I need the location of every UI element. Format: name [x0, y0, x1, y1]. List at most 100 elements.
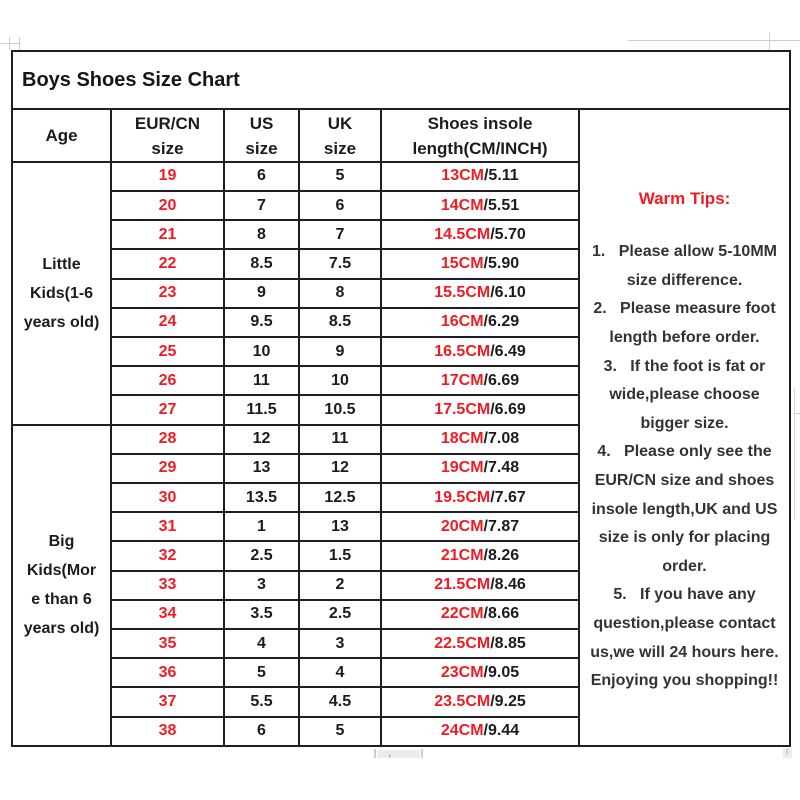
scan-artifact	[421, 749, 423, 758]
eur-size-cell: 22	[110, 248, 225, 280]
insole-cm-value: 16CM	[440, 313, 484, 331]
insole-inch-value: /9.44	[483, 722, 520, 740]
age-group-cell: Little Kids(1-6 years old)	[11, 160, 112, 426]
insole-cm-value: 17CM	[440, 371, 484, 389]
insole-inch-value: /9.05	[483, 663, 520, 681]
warm-tips-panel: Warm Tips: 1. Please allow 5-10MM size di…	[578, 108, 791, 747]
eur-size-cell: 29	[110, 452, 225, 485]
insole-cm-value: 23CM	[440, 663, 484, 681]
warm-tips-line: order.	[662, 557, 707, 575]
table-row: 33 3 2 21.5CM/8.46	[12, 569, 790, 601]
eur-size-cell: 24	[110, 306, 225, 339]
us-size-cell: 2.5	[223, 540, 300, 572]
warm-tips-line: 3. If the foot is fat or	[603, 357, 766, 375]
insole-inch-value: /8.46	[490, 576, 526, 594]
insole-inch-value: /8.26	[483, 547, 520, 565]
page-title: Boys Shoes Size Chart	[11, 49, 791, 111]
insole-length-cell: 17CM/6.69	[380, 365, 580, 397]
uk-size-cell: 7.5	[298, 248, 382, 280]
table-row: Big Kids(Mor e than 6 years old) 28 12 11 18…	[11, 423, 790, 748]
uk-size-cell: 7	[298, 219, 382, 251]
insole-length-cell: 21CM/8.26	[380, 540, 580, 572]
warm-tips-line: Enjoying you shopping!!	[590, 672, 779, 690]
insole-length-cell: 16CM/6.29	[380, 306, 580, 339]
us-size-cell: 5	[223, 657, 300, 689]
scan-artifact	[769, 33, 770, 50]
insole-length-cell: 13CM/5.11	[380, 160, 580, 192]
warm-tips-line: bigger size.	[640, 414, 729, 432]
warm-tips-content: Warm Tips: 1. Please allow 5-10MM size di…	[581, 160, 788, 696]
table-row: Little Kids(1-6 years old) 19 6 5 13CM/5.11	[11, 160, 790, 426]
uk-size-cell: 5	[298, 160, 382, 192]
insole-cm-value: 16.5CM	[434, 342, 491, 360]
col-header-age: Age	[11, 108, 112, 163]
uk-size-cell: 3	[298, 628, 382, 660]
scan-artifact	[377, 750, 420, 758]
insole-cm-value: 14.5CM	[434, 225, 491, 243]
uk-size-cell: 13	[298, 511, 382, 543]
warm-tips-line: 5. If you have any	[613, 586, 756, 604]
scan-artifact	[19, 37, 20, 50]
insole-inch-value: /6.69	[490, 401, 526, 418]
insole-cm-value: 14CM	[440, 196, 484, 214]
insole-inch-value: /6.49	[490, 342, 526, 360]
table-row: 21 8 7 14.5CM/5.70	[12, 219, 790, 251]
uk-size-cell: 8	[298, 277, 382, 309]
insole-cm-value: 19CM	[440, 459, 484, 477]
eur-size-cell: 31	[110, 511, 225, 543]
table-row: 29 13 12 19CM/7.48	[12, 452, 790, 485]
warm-tips-line: EUR/CN size and shoes	[594, 472, 775, 489]
uk-size-cell: 8.5	[298, 306, 382, 339]
us-size-cell: 8.5	[223, 248, 300, 280]
table-row: 38 6 5 24CM/9.44	[12, 715, 790, 748]
table-row: 25 10 9 16.5CM/6.49	[12, 335, 790, 368]
insole-length-cell: 15.5CM/6.10	[380, 277, 580, 309]
uk-size-cell: 2.5	[298, 598, 382, 631]
warm-tips-line: 4. Please only see the	[597, 443, 772, 461]
warm-tips-line: wide,please choose	[609, 386, 760, 404]
col-header-eur-cn-size: EUR/CN size	[110, 108, 225, 163]
age-group-cell: Big Kids(Mor e than 6 years old)	[11, 423, 112, 748]
uk-size-cell: 10	[298, 365, 382, 397]
table-row: 20 7 6 14CM/5.51	[12, 189, 790, 222]
insole-length-cell: 20CM/7.87	[380, 511, 580, 543]
insole-cm-value: 20CM	[440, 517, 484, 535]
insole-length-cell: 24CM/9.44	[380, 715, 580, 748]
eur-size-cell: 25	[110, 335, 225, 368]
eur-size-cell: 20	[110, 189, 225, 222]
insole-cm-value: 21CM	[440, 547, 484, 565]
eur-size-cell: 36	[110, 657, 225, 689]
insole-length-cell: 23CM/9.05	[380, 657, 580, 689]
footer-comma-mark: ,	[388, 745, 392, 759]
eur-size-cell: 33	[110, 569, 225, 601]
insole-cm-value: 13CM	[441, 167, 484, 185]
us-size-cell: 11	[223, 365, 300, 397]
table-row: 36 5 4 23CM/9.05	[12, 657, 790, 689]
insole-cm-value: 22.5CM	[434, 634, 491, 652]
us-size-cell: 9	[223, 277, 300, 309]
table-row: 37 5.5 4.5 23.5CM/9.25	[12, 686, 790, 718]
insole-length-cell: 19.5CM/7.67	[380, 482, 580, 514]
eur-size-cell: 21	[110, 219, 225, 251]
insole-cm-value: 15.5CM	[434, 284, 491, 302]
table-row: 26 11 10 17CM/6.69	[12, 365, 790, 397]
eur-size-cell: 27	[110, 394, 225, 426]
warm-tips-line: length before order.	[609, 329, 760, 347]
eur-size-cell: 35	[110, 628, 225, 660]
us-size-cell: 8	[223, 219, 300, 251]
eur-size-cell: 34	[110, 598, 225, 631]
us-size-cell: 6	[223, 160, 300, 192]
table-row: 34 3.5 2.5 22CM/8.66	[12, 598, 790, 631]
insole-length-cell: 18CM/7.08	[380, 423, 580, 455]
us-size-cell: 3	[223, 569, 300, 601]
eur-size-cell: 23	[110, 277, 225, 309]
insole-inch-value: /6.10	[490, 284, 526, 302]
uk-size-cell: 12.5	[298, 482, 382, 514]
warm-tips-line: size is only for placing	[598, 529, 771, 547]
scan-artifact	[0, 43, 21, 44]
uk-size-cell: 11	[298, 423, 382, 455]
table-row: 24 9.5 8.5 16CM/6.29	[12, 306, 790, 339]
insole-cm-value: 19.5CM	[434, 488, 491, 506]
eur-size-cell: 37	[110, 686, 225, 718]
table-row: 27 11.5 10.5 17.5CM/6.69	[12, 394, 790, 426]
